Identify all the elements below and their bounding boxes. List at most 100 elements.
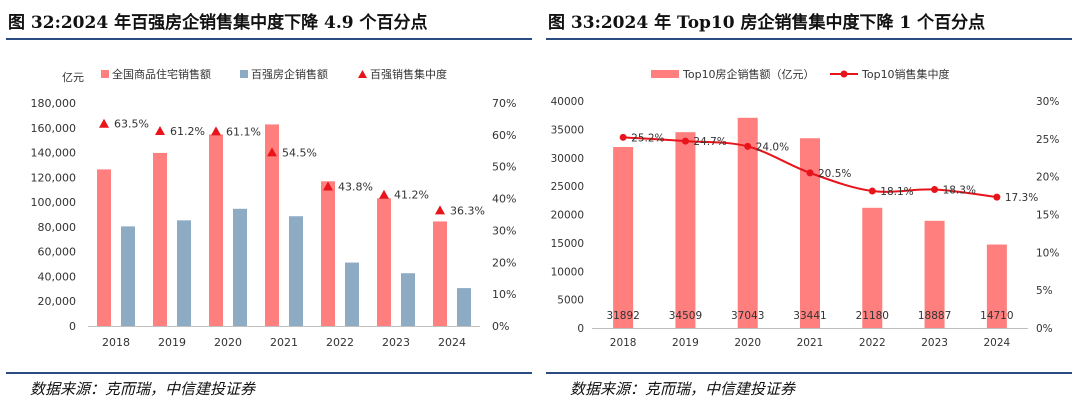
y-tick-label: 25000 xyxy=(551,181,584,193)
legend-label: Top10房企销售额（亿元） xyxy=(682,67,815,81)
x-tick-label: 2022 xyxy=(326,336,354,349)
x-tick-label: 2020 xyxy=(214,336,242,349)
legend-label: Top10销售集中度 xyxy=(861,67,950,81)
y-axis-unit: 亿元 xyxy=(62,71,84,84)
y2-tick-label: 20% xyxy=(492,256,516,269)
concentration-label: 24.7% xyxy=(693,136,726,148)
x-tick-label: 2023 xyxy=(921,337,948,349)
bar-value-label: 18887 xyxy=(918,310,951,322)
bar-residential-sales xyxy=(97,169,111,326)
bar-top10-sales xyxy=(924,220,945,328)
y-tick-label: 0 xyxy=(69,320,76,333)
x-tick-label: 2024 xyxy=(983,337,1010,349)
source-note: 数据来源：克而瑞，中信建投证券 xyxy=(30,380,256,398)
y-tick-label: 60,000 xyxy=(38,246,77,259)
legend-label: 全国商品住宅销售额 xyxy=(112,67,211,81)
y2-tick-label: 40% xyxy=(492,193,516,206)
bar-residential-sales xyxy=(153,152,167,326)
chart-right-svg: Top10房企销售额（亿元） Top10销售集中度 0 5000 10000 15000 2… xyxy=(551,67,1060,349)
concentration-label: 20.5% xyxy=(818,168,851,180)
concentration-point xyxy=(619,133,627,141)
source-note: 数据来源：克而瑞，中信建投证券 xyxy=(570,380,796,398)
chart-left-svg: 亿元 全国商品住宅销售额 百强房企销售额 百强销售集中度 0 20,000 40,000 60… xyxy=(31,67,517,349)
concentration-point xyxy=(931,186,939,194)
x-tick-label: 2019 xyxy=(158,336,186,349)
bar-value-label: 37043 xyxy=(731,310,764,322)
y2-tick-label: 20% xyxy=(1036,172,1059,184)
bar-residential-sales xyxy=(433,221,447,326)
bar-top100-sales xyxy=(177,220,191,326)
y-tick-label: 10000 xyxy=(551,266,584,278)
bar-top10-sales xyxy=(675,132,696,328)
y2-tick-label: 10% xyxy=(1036,247,1059,259)
concentration-label: 61.1% xyxy=(226,125,261,138)
concentration-label: 54.5% xyxy=(282,146,317,159)
bar-top100-sales xyxy=(457,288,471,326)
bar-top100-sales xyxy=(233,208,247,326)
y2-tick-label: 0% xyxy=(1036,323,1053,335)
y2-tick-label: 15% xyxy=(1036,210,1059,222)
legend-marker xyxy=(358,70,367,78)
concentration-label: 24.0% xyxy=(756,141,789,153)
y2-tick-label: 10% xyxy=(492,288,516,301)
y-tick-label: 140,000 xyxy=(31,147,77,160)
bar-value-label: 21180 xyxy=(856,310,889,322)
y2-tick-label: 30% xyxy=(492,224,516,237)
y-tick-label: 180,000 xyxy=(31,97,77,110)
y2-tick-label: 70% xyxy=(492,97,516,110)
figure-title: 图 33:2024 年 Top10 房企销售集中度下降 1 个百分点 xyxy=(548,13,986,33)
x-tick-label: 2024 xyxy=(438,336,466,349)
legend-label: 百强销售集中度 xyxy=(370,67,447,81)
y-tick-label: 40000 xyxy=(551,96,584,108)
bar-top100-sales xyxy=(345,262,359,326)
concentration-marker xyxy=(99,118,109,128)
concentration-marker xyxy=(267,147,277,157)
y-tick-label: 20000 xyxy=(551,210,584,222)
concentration-point xyxy=(868,187,876,195)
y2-tick-label: 0% xyxy=(492,320,509,333)
y-tick-label: 160,000 xyxy=(31,122,77,135)
legend-label: 百强房企销售额 xyxy=(251,67,328,81)
y-tick-label: 5000 xyxy=(557,295,584,307)
x-tick-label: 2018 xyxy=(610,337,637,349)
y-tick-label: 0 xyxy=(577,323,584,335)
concentration-label: 41.2% xyxy=(394,189,429,202)
x-tick-label: 2018 xyxy=(102,336,130,349)
concentration-label: 61.2% xyxy=(170,125,205,138)
y2-tick-label: 5% xyxy=(1036,285,1053,297)
legend-swatch xyxy=(240,70,248,78)
bar-value-label: 14710 xyxy=(980,310,1013,322)
concentration-label: 17.3% xyxy=(1005,192,1038,204)
y2-tick-label: 60% xyxy=(492,129,516,142)
x-tick-label: 2023 xyxy=(382,336,410,349)
x-tick-label: 2020 xyxy=(734,337,761,349)
y-tick-label: 30000 xyxy=(551,153,584,165)
legend-swatch xyxy=(101,70,109,78)
bar-residential-sales xyxy=(321,181,335,326)
y-tick-label: 120,000 xyxy=(31,171,77,184)
concentration-label: 18.3% xyxy=(943,185,976,197)
y-tick-label: 20,000 xyxy=(38,295,77,308)
legend-swatch xyxy=(651,70,679,78)
y-tick-label: 100,000 xyxy=(31,196,77,209)
bar-top10-sales xyxy=(862,207,883,328)
concentration-point xyxy=(744,142,752,150)
bar-top10-sales xyxy=(737,117,758,328)
bar-value-label: 31892 xyxy=(606,310,639,322)
concentration-point xyxy=(806,169,814,177)
bar-value-label: 33441 xyxy=(793,310,826,322)
concentration-label: 25.2% xyxy=(631,132,664,144)
bar-top100-sales xyxy=(289,216,303,326)
bar-residential-sales xyxy=(265,124,279,327)
concentration-label: 63.5% xyxy=(114,118,149,131)
y-tick-label: 40,000 xyxy=(38,270,77,283)
concentration-point xyxy=(993,193,1001,201)
footer-rule xyxy=(6,372,532,374)
y2-tick-label: 30% xyxy=(1036,96,1059,108)
legend-marker xyxy=(840,70,848,78)
bar-top10-sales xyxy=(986,244,1007,328)
bar-top10-sales xyxy=(613,147,634,328)
x-tick-label: 2021 xyxy=(797,337,824,349)
bar-top100-sales xyxy=(401,273,415,326)
bar-residential-sales xyxy=(209,134,223,326)
